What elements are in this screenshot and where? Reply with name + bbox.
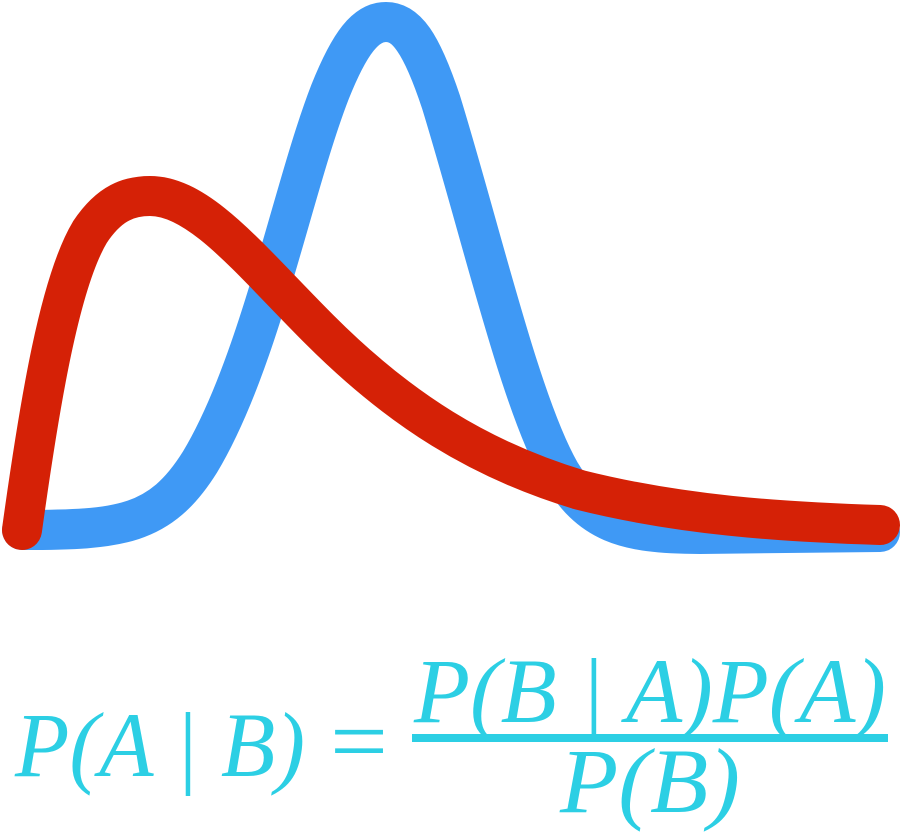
formula-denominator: P(B) [559,730,740,832]
blue-curve [2,2,900,554]
fraction-bar [412,734,888,742]
red-curve [2,176,900,550]
formula-numerator: P(B | A)P(A) [413,640,886,742]
formula-equals: = [330,690,388,792]
formula-left: P(A | B) [14,694,305,796]
